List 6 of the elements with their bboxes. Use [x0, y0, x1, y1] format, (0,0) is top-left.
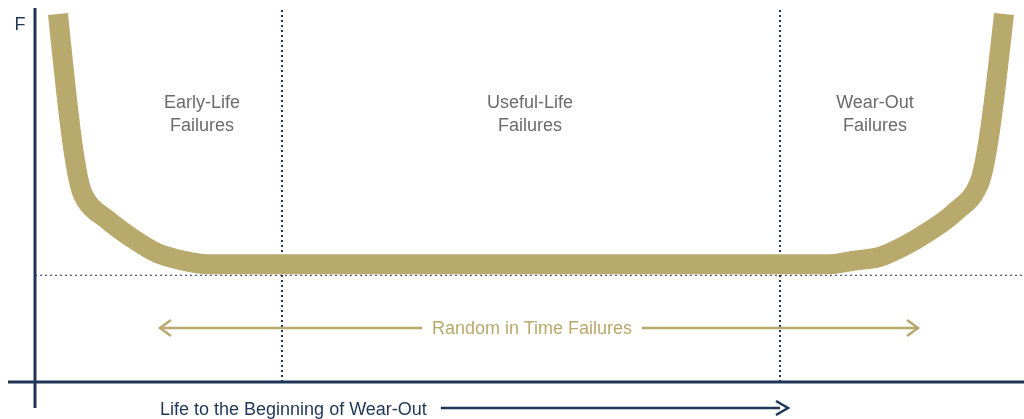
- annotation: Useful-Life Failures: [486, 92, 574, 135]
- annotation: Wear-Out Failures: [836, 92, 914, 135]
- x-axis-title: Life to the Beginning of Wear-Out: [160, 399, 427, 419]
- y-axis-title: F: [14, 14, 26, 34]
- annotation: Random in Time Failures: [431, 318, 633, 338]
- annotation: Early-Life Failures: [163, 92, 241, 135]
